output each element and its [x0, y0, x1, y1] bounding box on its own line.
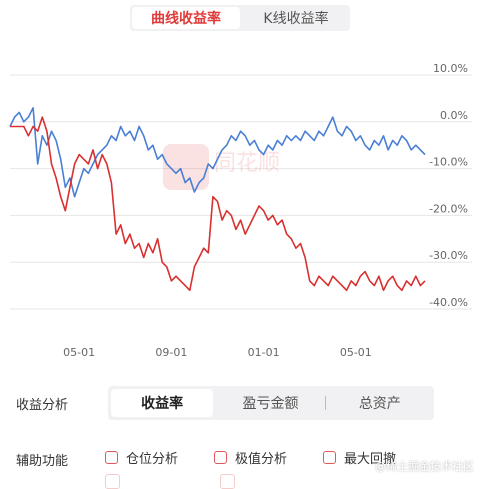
checkbox-icon: [323, 451, 337, 464]
tab-curve-return[interactable]: 曲线收益率: [132, 7, 240, 29]
series-line-red: [10, 116, 426, 292]
x-tick-label: 09-01: [155, 346, 187, 359]
watermark-logo: 同花顺: [163, 144, 280, 190]
x-tick-label: 05-01: [63, 346, 95, 359]
y-tick-label: -40.0%: [429, 296, 468, 309]
checkbox-label: 极值分析: [235, 452, 288, 467]
y-tick-label: -10.0%: [429, 156, 468, 169]
checkbox-label: 最大回撤: [344, 452, 397, 467]
y-tick-label: 10.0%: [433, 62, 468, 75]
aux-label: 辅助功能: [16, 454, 69, 469]
more-options-row: [105, 474, 365, 489]
series-line-blue: [9, 107, 426, 198]
checkbox-icon: [214, 451, 228, 464]
checkbox-max-drawdown[interactable]: 最大回撤: [323, 448, 396, 467]
return-chart: 同花顺 10.0% 0.0% -10.0% -20.0% -30.0% -40.0% 05…: [9, 62, 472, 359]
watermark-logo-text: 同花顺: [214, 151, 280, 176]
analysis-label: 收益分析: [16, 398, 69, 413]
x-tick-label: 05-01: [340, 346, 372, 359]
y-tick-label: -30.0%: [429, 249, 468, 262]
option-return-rate[interactable]: 收益率: [111, 389, 214, 417]
tab-kline-return[interactable]: K线收益率: [263, 11, 329, 27]
y-tick-label: -20.0%: [429, 202, 468, 215]
checkbox-icon[interactable]: [105, 474, 120, 489]
x-tick-label: 01-01: [248, 346, 280, 359]
checkbox-icon[interactable]: [220, 474, 235, 489]
analysis-segmented-control: 收益率 盈亏金额 总资产: [108, 386, 434, 420]
curve-tab-bar: 曲线收益率 K线收益率: [130, 5, 350, 31]
checkbox-icon: [105, 451, 118, 464]
segment-divider: [324, 396, 326, 410]
checkbox-label: 仓位分析: [126, 452, 179, 467]
checkbox-extreme-analysis[interactable]: 极值分析: [214, 448, 287, 467]
option-total-assets[interactable]: 总资产: [358, 396, 401, 412]
y-tick-label: 0.0%: [440, 109, 468, 122]
checkbox-position-analysis[interactable]: 仓位分析: [105, 448, 178, 467]
option-profit-loss[interactable]: 盈亏金额: [242, 396, 299, 412]
aux-options: 仓位分析 极值分析 最大回撤: [105, 448, 432, 467]
watermark-text: @稀土掘金技术社区: [375, 460, 474, 473]
